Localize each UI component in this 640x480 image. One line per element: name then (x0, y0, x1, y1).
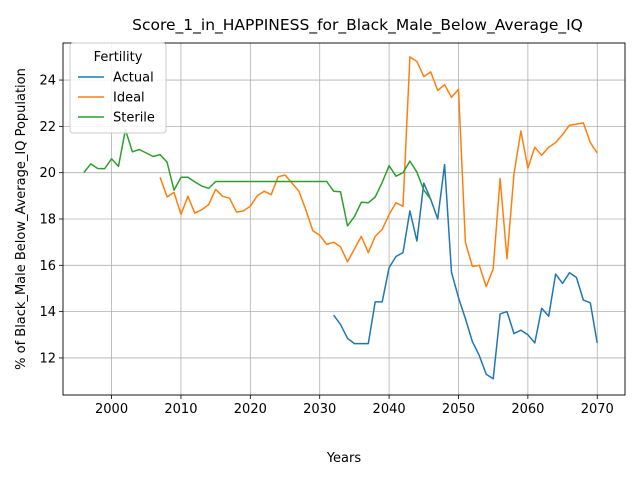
x-tick-label: 2030 (303, 402, 336, 417)
y-axis-ticks: 12 14 16 18 20 22 24 (39, 74, 63, 366)
y-tick-label: 18 (39, 213, 56, 228)
series-lines (83, 56, 598, 380)
legend: Fertility Actual Ideal Sterile (69, 42, 167, 134)
y-tick-label: 24 (39, 74, 56, 89)
legend-box (69, 42, 167, 134)
y-axis-label: % of Black_Male Below_Average_IQ Populat… (14, 68, 29, 370)
legend-title: Fertility (94, 50, 143, 65)
y-tick-label: 22 (39, 120, 56, 135)
series-line-ideal (159, 56, 598, 288)
x-axis-ticks: 2000 2010 2020 2030 2040 2050 2060 2070 (95, 395, 614, 417)
x-axis-label: Years (326, 451, 362, 466)
x-tick-label: 2040 (373, 402, 406, 417)
legend-entries: Actual Ideal Sterile (78, 71, 155, 126)
y-tick-label: 14 (39, 305, 56, 320)
y-tick-label: 12 (39, 351, 56, 366)
chart-title: Score_1_in_HAPPINESS_for_Black_Male_Belo… (132, 16, 583, 35)
y-tick-label: 20 (39, 166, 56, 181)
y-tick-label: 16 (39, 259, 56, 274)
x-tick-label: 2060 (511, 402, 544, 417)
series-line-actual (332, 163, 598, 380)
x-tick-label: 2020 (234, 402, 267, 417)
legend-label-actual: Actual (113, 71, 154, 86)
x-tick-label: 2050 (442, 402, 475, 417)
legend-label-ideal: Ideal (113, 91, 145, 106)
legend-label-sterile: Sterile (113, 111, 155, 126)
x-tick-label: 2010 (164, 402, 197, 417)
series-line-sterile (83, 129, 432, 227)
x-tick-label: 2070 (581, 402, 614, 417)
x-tick-label: 2000 (95, 402, 128, 417)
